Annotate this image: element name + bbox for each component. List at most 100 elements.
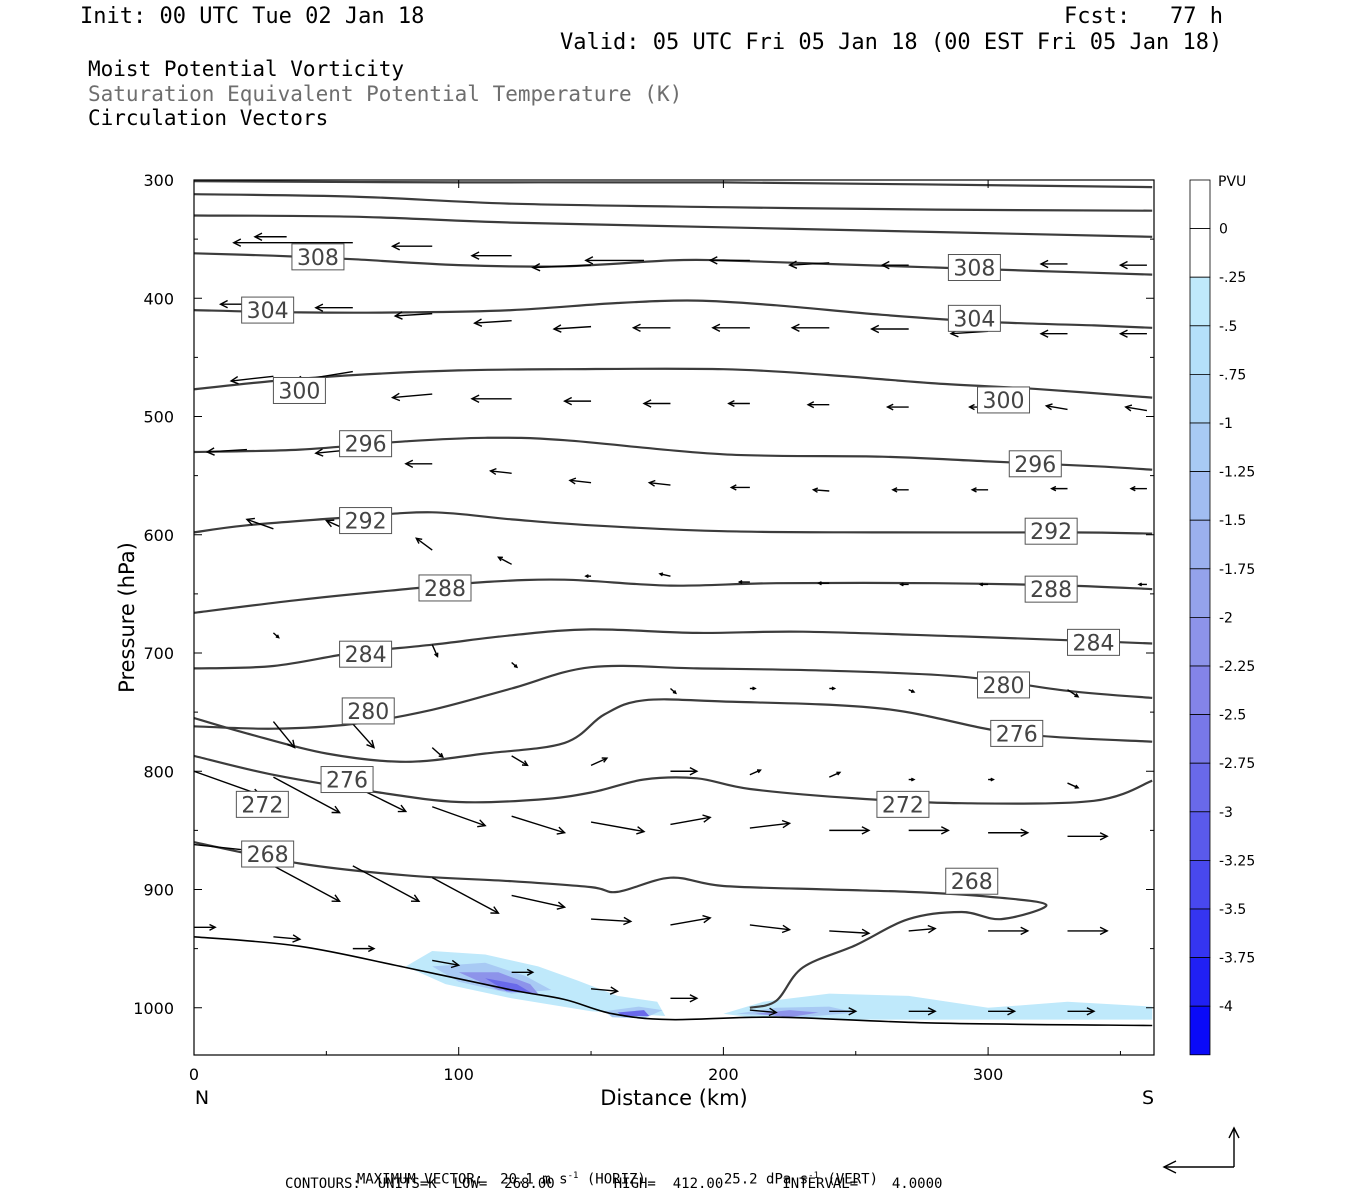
- circulation-vector-87: [670, 814, 712, 826]
- colorbar-label-11: -2.75: [1219, 756, 1255, 772]
- svg-text:272: 272: [882, 793, 924, 818]
- colorbar-cell-10: [1189, 665, 1211, 715]
- circulation-vector-82: [273, 776, 341, 814]
- circulation-vector-79: [988, 777, 995, 782]
- contour-label-292-1: 292: [1024, 517, 1078, 545]
- contour-label-276-1: 276: [990, 719, 1044, 747]
- circulation-vector-95: [352, 865, 421, 903]
- circulation-vector-97: [511, 894, 567, 910]
- circulation-vector-116: [1067, 1007, 1096, 1016]
- svg-text:288: 288: [1030, 578, 1072, 603]
- x-end-label-north: N: [195, 1087, 209, 1109]
- circulation-vector-112: [749, 1007, 778, 1017]
- colorbar-label-14: -3.5: [1219, 902, 1246, 918]
- circulation-vector-19: [790, 323, 830, 333]
- contour-label-296-1: 296: [1008, 450, 1062, 478]
- colorbar-cell-9: [1189, 617, 1211, 667]
- circulation-vector-6: [708, 256, 750, 265]
- circulation-vector-76: [749, 769, 762, 776]
- circulation-vector-73: [511, 755, 529, 767]
- contour-label-280-0: 280: [341, 697, 395, 725]
- circulation-vector-27: [470, 394, 512, 404]
- init-time: Init: 00 UTC Tue 02 Jan 18: [80, 4, 425, 29]
- colorbar-label-6: -1.5: [1219, 513, 1246, 529]
- circulation-vector-18: [711, 323, 750, 333]
- y-tick-label-600: 600: [143, 526, 174, 545]
- colorbar-label-15: -3.75: [1219, 951, 1255, 967]
- colorbar-cell-1: [1189, 228, 1211, 278]
- colorbar-label-0: 0: [1219, 222, 1228, 238]
- pv-shade-8: [617, 1010, 650, 1016]
- theta-contour-268: [194, 841, 1048, 1009]
- contour-label-292-0: 292: [339, 507, 393, 535]
- circulation-vector-75: [670, 766, 699, 776]
- svg-text:296: 296: [345, 433, 387, 458]
- svg-text:308: 308: [297, 246, 339, 271]
- colorbar-cell-12: [1189, 762, 1211, 813]
- colorbar-label-2: -.5: [1219, 319, 1237, 335]
- circulation-vector-53: [658, 572, 671, 577]
- pv-shade-6: [755, 1010, 819, 1018]
- colorbar-cell-3: [1189, 325, 1211, 375]
- circulation-vector-38: [404, 459, 433, 469]
- contour-label-272-1: 272: [876, 790, 930, 818]
- contour-label-272-0: 272: [235, 790, 289, 818]
- contour-label-308-1: 308: [947, 254, 1001, 282]
- contour-label-304-1: 304: [947, 304, 1001, 332]
- colorbar-label-16: -4: [1219, 999, 1233, 1015]
- contour-label-288-1: 288: [1024, 575, 1078, 603]
- colorbar-label-5: -1.25: [1219, 465, 1255, 481]
- svg-text:272: 272: [241, 793, 283, 818]
- circulation-vector-67: [908, 689, 916, 693]
- colorbar-label-13: -3.25: [1219, 853, 1255, 869]
- circulation-vector-36: [205, 447, 247, 456]
- x-tick-label-100: 100: [443, 1065, 474, 1084]
- circulation-vector-2: [390, 241, 433, 251]
- circulation-vector-94: [273, 865, 341, 903]
- contour-label-296-0: 296: [339, 430, 393, 458]
- field-mpv: Moist Potential Vorticity: [88, 57, 405, 81]
- circulation-vector-110: [590, 986, 620, 995]
- contour-label-308-0: 308: [291, 243, 345, 271]
- circulation-vector-115: [988, 1007, 1017, 1016]
- contour-label-300-0: 300: [272, 376, 326, 404]
- circulation-vector-84: [431, 806, 487, 828]
- colorbar-cell-17: [1189, 1005, 1211, 1056]
- circulation-vector-17: [631, 323, 671, 333]
- theta-contour-304: [194, 299, 1153, 329]
- circulation-vector-66: [829, 686, 837, 691]
- footer-vert: 25.2 dPa s: [723, 1171, 809, 1188]
- circulation-vector-62: [431, 644, 439, 658]
- circulation-vector-69: [1067, 689, 1080, 698]
- circulation-vector-70: [272, 721, 296, 749]
- circulation-vector-35: [1124, 404, 1148, 412]
- colorbar-cell-7: [1189, 519, 1211, 570]
- circulation-vector-47: [1129, 485, 1147, 492]
- reference-vector: [1162, 1126, 1240, 1174]
- circulation-vector-16: [552, 324, 592, 333]
- theta-contour-upper-1: [194, 193, 1153, 212]
- field-vectors: Circulation Vectors: [88, 106, 329, 130]
- colorbar-cell-15: [1189, 908, 1211, 958]
- colorbar-unit: PVU: [1218, 174, 1246, 190]
- colorbar-label-8: -2: [1219, 610, 1233, 626]
- circulation-vector-64: [669, 687, 677, 695]
- circulation-vector-1: [253, 232, 287, 242]
- circulation-vector-22: [1039, 329, 1068, 338]
- circulation-vector-109: [511, 968, 535, 976]
- svg-text:284: 284: [1073, 631, 1115, 656]
- circulation-vector-104: [1067, 926, 1109, 936]
- field-theta-es: Saturation Equivalent Potential Temperat…: [88, 82, 683, 106]
- svg-text:276: 276: [996, 722, 1038, 747]
- x-axis-label: Distance (km): [600, 1086, 748, 1110]
- circulation-vector-74: [590, 757, 609, 766]
- colorbar-label-7: -1.75: [1219, 562, 1255, 578]
- colorbar-cell-14: [1189, 860, 1211, 910]
- circulation-vector-40: [568, 477, 592, 485]
- circulation-vector-92: [1067, 832, 1109, 841]
- circulation-vector-51: [497, 556, 512, 565]
- circulation-vector-23: [1118, 329, 1147, 338]
- circulation-vector-11: [1118, 260, 1147, 270]
- circulation-vector-63: [511, 661, 519, 669]
- y-tick-label-400: 400: [143, 289, 174, 308]
